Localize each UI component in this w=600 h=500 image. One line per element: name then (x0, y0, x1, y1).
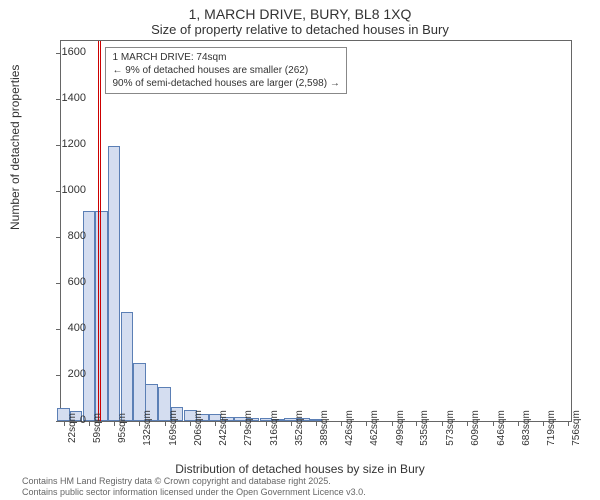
x-tick-label: 719sqm (546, 410, 557, 446)
x-tick-label: 535sqm (419, 410, 430, 446)
y-tick-label: 0 (80, 414, 86, 426)
footer-attribution: Contains HM Land Registry data © Crown c… (22, 476, 366, 498)
chart-title: 1, MARCH DRIVE, BURY, BL8 1XQ (0, 0, 600, 22)
x-tick-label: 206sqm (193, 410, 204, 446)
x-tick-label: 609sqm (470, 410, 481, 446)
y-tick-label: 1600 (62, 46, 86, 58)
histogram-bar (121, 312, 134, 421)
y-tick-label: 1000 (62, 184, 86, 196)
x-tick-label: 22sqm (67, 413, 78, 443)
footer-line-1: Contains HM Land Registry data © Crown c… (22, 476, 366, 487)
x-tick-label: 683sqm (521, 410, 532, 446)
x-tick-label: 573sqm (445, 410, 456, 446)
y-axis-label: Number of detached properties (8, 65, 22, 230)
y-tick-label: 800 (68, 230, 86, 242)
y-tick-label: 1400 (62, 92, 86, 104)
x-tick-label: 316sqm (269, 410, 280, 446)
x-tick-label: 279sqm (243, 410, 254, 446)
chart-container: 1, MARCH DRIVE, BURY, BL8 1XQ Size of pr… (0, 0, 600, 500)
histogram-bar (95, 211, 108, 421)
x-tick-label: 132sqm (142, 410, 153, 446)
property-marker-line (100, 41, 101, 421)
x-tick-label: 389sqm (319, 410, 330, 446)
x-tick-label: 756sqm (571, 410, 582, 446)
y-tick-label: 200 (68, 368, 86, 380)
x-tick-label: 426sqm (344, 410, 355, 446)
annotation-line: 1 MARCH DRIVE: 74sqm (112, 51, 339, 64)
y-tick-label: 1200 (62, 138, 86, 150)
histogram-bar (83, 211, 96, 421)
x-tick-label: 352sqm (294, 410, 305, 446)
plot-area: 1 MARCH DRIVE: 74sqm← 9% of detached hou… (60, 40, 572, 422)
x-tick-label: 59sqm (92, 413, 103, 443)
x-tick-label: 95sqm (117, 413, 128, 443)
annotation-box: 1 MARCH DRIVE: 74sqm← 9% of detached hou… (105, 47, 346, 94)
chart-subtitle: Size of property relative to detached ho… (0, 22, 600, 41)
x-tick-label: 242sqm (218, 410, 229, 446)
x-tick-label: 499sqm (395, 410, 406, 446)
x-tick-label: 169sqm (168, 410, 179, 446)
annotation-line: 90% of semi-detached houses are larger (… (112, 77, 339, 90)
footer-line-2: Contains public sector information licen… (22, 487, 366, 498)
y-tick-label: 400 (68, 322, 86, 334)
x-tick-label: 646sqm (496, 410, 507, 446)
histogram-bar (108, 146, 121, 421)
x-tick-label: 462sqm (369, 410, 380, 446)
annotation-line: ← 9% of detached houses are smaller (262… (112, 64, 339, 77)
property-marker-line (98, 41, 99, 421)
y-tick-label: 600 (68, 276, 86, 288)
x-axis-label: Distribution of detached houses by size … (0, 462, 600, 476)
